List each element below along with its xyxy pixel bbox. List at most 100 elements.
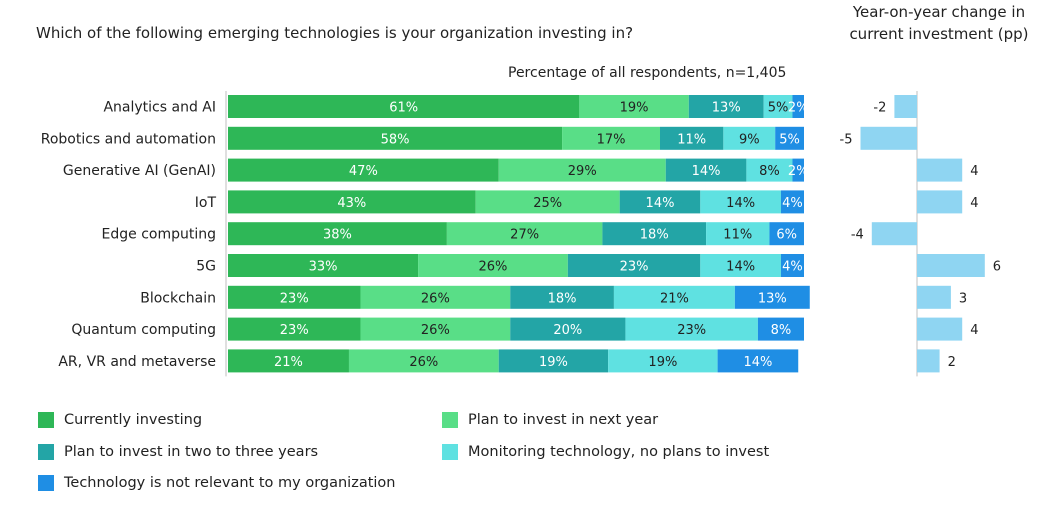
bar-segment bbox=[510, 317, 626, 341]
data-label: 19% bbox=[539, 355, 568, 370]
bar-segment bbox=[579, 95, 689, 118]
bar-segment bbox=[769, 222, 804, 246]
data-label: 43% bbox=[337, 196, 366, 211]
data-label: 23% bbox=[677, 323, 706, 338]
bar-segment bbox=[418, 254, 568, 277]
yoy-bar bbox=[860, 126, 917, 150]
yoy-data-label: 4 bbox=[970, 196, 978, 211]
category-label: Analytics and AI bbox=[103, 100, 216, 116]
category-label: Blockchain bbox=[140, 290, 216, 306]
data-label: 11% bbox=[723, 228, 752, 243]
data-label: 21% bbox=[274, 355, 303, 370]
bar-segment bbox=[660, 126, 724, 150]
category-label: Robotics and automation bbox=[41, 131, 216, 147]
yoy-bar bbox=[917, 349, 940, 373]
data-label: 9% bbox=[739, 132, 760, 147]
bar-segment bbox=[228, 317, 361, 341]
legend-swatch bbox=[442, 412, 458, 428]
data-label: 5% bbox=[768, 101, 789, 116]
data-label: 14% bbox=[692, 164, 721, 179]
legend-item: Monitoring technology, no plans to inves… bbox=[442, 443, 769, 461]
yoy-data-label: -2 bbox=[873, 101, 886, 116]
question-title: Which of the following emerging technolo… bbox=[36, 24, 634, 42]
bar-segment bbox=[734, 285, 810, 309]
bar-segment bbox=[757, 317, 804, 341]
bar-segment bbox=[602, 222, 707, 246]
data-label: 61% bbox=[389, 101, 418, 116]
yoy-data-label: 2 bbox=[948, 355, 956, 370]
bar-segment bbox=[717, 349, 799, 373]
bar-segment bbox=[228, 285, 361, 309]
bar-segment bbox=[723, 126, 776, 150]
yoy-bar bbox=[917, 190, 963, 214]
data-label: 14% bbox=[726, 196, 755, 211]
data-label: 14% bbox=[743, 355, 772, 370]
legend-label: Technology is not relevant to my organiz… bbox=[64, 475, 396, 491]
bar-segment bbox=[446, 222, 603, 246]
bar-segment bbox=[608, 349, 718, 373]
bar-segment bbox=[706, 222, 770, 246]
data-label: 8% bbox=[759, 164, 780, 179]
yoy-data-label: -5 bbox=[840, 132, 853, 147]
legend-swatch bbox=[38, 475, 54, 491]
legend-item: Plan to invest in two to three years bbox=[38, 443, 318, 461]
bar-segment bbox=[228, 254, 419, 277]
category-label: IoT bbox=[195, 195, 217, 211]
data-label: 18% bbox=[548, 291, 577, 306]
data-label: 58% bbox=[381, 132, 410, 147]
bar-segment bbox=[700, 254, 781, 277]
legend-item: Technology is not relevant to my organiz… bbox=[38, 474, 395, 492]
yoy-data-label: 3 bbox=[959, 291, 967, 306]
bar-segment bbox=[228, 349, 349, 373]
bar-segment bbox=[228, 158, 499, 182]
bar-segment bbox=[348, 349, 499, 373]
bar-segment bbox=[475, 190, 620, 214]
data-label: 8% bbox=[771, 323, 792, 338]
data-label: 14% bbox=[646, 196, 675, 211]
bar-segment bbox=[498, 158, 666, 182]
data-label: 23% bbox=[280, 291, 309, 306]
bar-segment bbox=[228, 95, 580, 118]
data-label: 19% bbox=[620, 101, 649, 116]
data-label: 26% bbox=[421, 323, 450, 338]
data-label: 21% bbox=[660, 291, 689, 306]
bar-segment bbox=[700, 190, 781, 214]
bar-segment bbox=[775, 126, 804, 150]
legend-label: Plan to invest in two to three years bbox=[64, 444, 319, 460]
bar-segment bbox=[780, 190, 804, 214]
bar-segment bbox=[510, 285, 614, 309]
data-label: 26% bbox=[479, 260, 508, 275]
yoy-data-label: 4 bbox=[970, 164, 978, 179]
bar-segment bbox=[567, 254, 701, 277]
bar-segment bbox=[665, 158, 747, 182]
yoy-bar bbox=[917, 254, 985, 277]
yoy-data-label: -4 bbox=[851, 228, 864, 243]
category-label: Quantum computing bbox=[71, 322, 216, 338]
yoy-bar bbox=[917, 158, 963, 182]
bar-segment bbox=[228, 222, 447, 246]
bar-segment bbox=[792, 95, 804, 118]
data-label: 27% bbox=[510, 228, 539, 243]
bar-segment bbox=[613, 285, 735, 309]
bar-segment bbox=[625, 317, 758, 341]
bar-segment bbox=[562, 126, 660, 150]
data-label: 20% bbox=[553, 323, 582, 338]
legend-item: Plan to invest in next year bbox=[442, 411, 658, 429]
bar-segment bbox=[228, 190, 476, 214]
data-label: 5% bbox=[779, 132, 800, 147]
legend-swatch bbox=[38, 412, 54, 428]
data-label: 6% bbox=[776, 228, 797, 243]
bar-segment bbox=[688, 95, 764, 118]
legend-swatch bbox=[442, 444, 458, 460]
data-label: 26% bbox=[421, 291, 450, 306]
data-label: 25% bbox=[533, 196, 562, 211]
legend-swatch bbox=[38, 444, 54, 460]
data-label: 11% bbox=[677, 132, 706, 147]
data-label: 29% bbox=[568, 164, 597, 179]
chart-subtitle: Percentage of all respondents, n=1,405 bbox=[508, 65, 787, 81]
data-label: 23% bbox=[280, 323, 309, 338]
bar-segment bbox=[360, 317, 511, 341]
bar-segment bbox=[498, 349, 609, 373]
bar-segment bbox=[228, 126, 563, 150]
